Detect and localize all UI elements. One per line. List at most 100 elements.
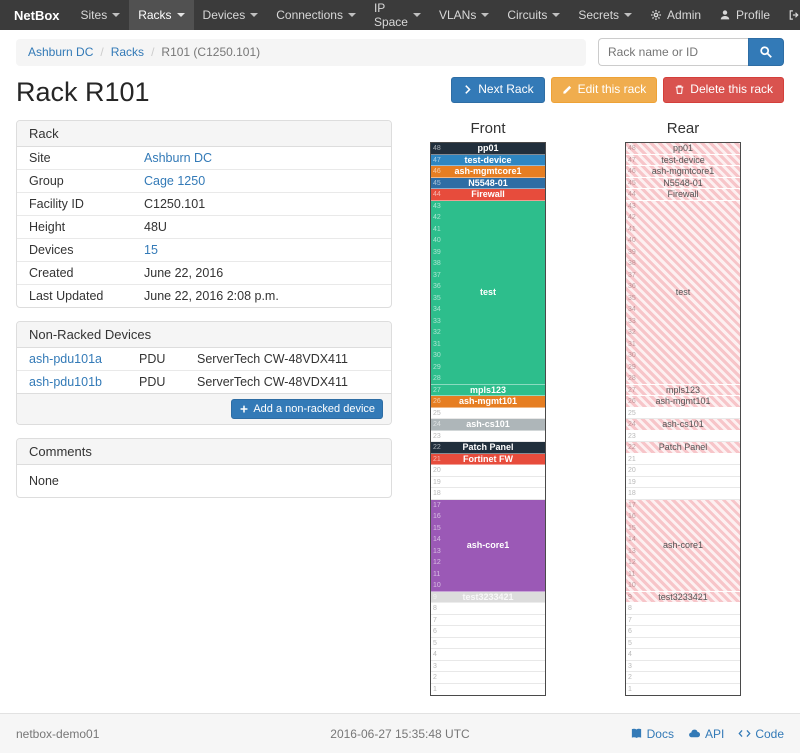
rack-device[interactable]: test3233421: [626, 591, 740, 603]
rack-device[interactable]: test: [431, 200, 545, 385]
attr-label: Created: [17, 261, 132, 285]
rack-device[interactable]: Patch Panel: [431, 442, 545, 454]
rack-device[interactable]: pp01: [626, 143, 740, 155]
unit-row: [431, 661, 545, 672]
user-icon: [719, 9, 731, 21]
rack-device[interactable]: pp01: [431, 143, 545, 155]
unit-row: [431, 431, 545, 442]
footer-link-label: API: [704, 726, 725, 741]
unit-row: [431, 408, 545, 419]
attr-value-link[interactable]: 15: [144, 243, 158, 257]
caret-down-icon: [552, 13, 561, 17]
profile-link[interactable]: Profile: [710, 0, 779, 30]
log-out-link[interactable]: Log out: [779, 0, 800, 30]
unit-row: [431, 626, 545, 638]
rack-device[interactable]: N5548-01: [626, 177, 740, 189]
add-nonracked-device-button[interactable]: Add a non-racked device: [231, 399, 383, 420]
attr-value-link[interactable]: Cage 1250: [144, 174, 206, 188]
nav-item-racks[interactable]: Racks: [129, 0, 194, 30]
rack-device[interactable]: Firewall: [431, 189, 545, 201]
attr-row: Devices 15: [17, 238, 391, 262]
device-link[interactable]: ash-pdu101b: [29, 375, 102, 389]
rack-device[interactable]: ash-mgmt101: [431, 396, 545, 408]
nav-item-devices[interactable]: Devices: [194, 0, 268, 30]
nav-item-vlans[interactable]: VLANs: [430, 0, 498, 30]
nav-item-connections[interactable]: Connections: [267, 0, 365, 30]
api-link[interactable]: API: [688, 727, 724, 741]
unit-row: [626, 488, 740, 500]
docs-link[interactable]: Docs: [630, 727, 674, 741]
search-input[interactable]: [598, 38, 748, 66]
rack-attr-body: Site Ashburn DC Group Cage 1250 Facility ID C…: [17, 147, 391, 307]
rack-device[interactable]: test-device: [431, 154, 545, 166]
attr-row: Last Updated June 22, 2016 2:08 p.m.: [17, 284, 391, 307]
rack-device[interactable]: test-device: [626, 154, 740, 166]
rack-device[interactable]: ash-cs101: [626, 419, 740, 431]
brand[interactable]: NetBox: [14, 7, 60, 23]
nav-item-circuits[interactable]: Circuits: [498, 0, 569, 30]
rack-device[interactable]: mpls123: [431, 384, 545, 396]
edit-rack-label: Edit this rack: [577, 82, 647, 96]
attr-label: Group: [17, 169, 132, 193]
attr-label: Site: [29, 151, 51, 165]
rack-device[interactable]: Fortinet FW: [431, 453, 545, 465]
comments-body: None: [29, 474, 59, 489]
breadcrumb-row: Ashburn DC / Racks / R101 (C1250.101): [16, 38, 784, 66]
caret-down-icon: [412, 13, 421, 17]
page-header: Next Rack Edit this rack Delete this rac…: [16, 77, 784, 108]
attr-value: Cage 1250: [132, 169, 391, 193]
edit-rack-button[interactable]: Edit this rack: [550, 77, 658, 103]
rack-device[interactable]: Patch Panel: [626, 442, 740, 454]
delete-rack-button[interactable]: Delete this rack: [663, 77, 784, 103]
device-link[interactable]: ash-pdu101a: [29, 352, 102, 366]
rack-device[interactable]: test3233421: [431, 591, 545, 603]
attr-value: Ashburn DC: [132, 147, 391, 170]
nav-menu: Sites Racks Devices Connections IP Space VLAN…: [72, 0, 642, 30]
unit-row: [431, 649, 545, 661]
unit-row: [626, 638, 740, 649]
footer-link-label: Docs: [646, 726, 674, 741]
rack-device[interactable]: ash-cs101: [431, 419, 545, 431]
rack-device[interactable]: ash-mgmtcore1: [626, 166, 740, 178]
nav-item-ip-space[interactable]: IP Space: [365, 0, 430, 30]
attr-label: Facility ID: [17, 192, 132, 216]
rack-device[interactable]: test: [626, 200, 740, 385]
rear-elevation: Rear pp01 test-device ash-mgmtcore1 N5548-0…: [625, 120, 741, 696]
rack-device[interactable]: mpls123: [626, 384, 740, 396]
comments-panel: Comments None: [16, 438, 392, 499]
breadcrumb-separator: /: [100, 44, 104, 59]
next-rack-button[interactable]: Next Rack: [451, 77, 545, 103]
plus-icon: [239, 404, 249, 414]
rack-device[interactable]: N5548-01: [431, 177, 545, 189]
nav-item-secrets[interactable]: Secrets: [569, 0, 641, 30]
device-role: PDU: [139, 352, 166, 366]
rack-device[interactable]: ash-mgmtcore1: [431, 166, 545, 178]
caret-down-icon: [624, 13, 633, 17]
nav-item-label: Sites: [80, 8, 108, 22]
rack-device[interactable]: ash-mgmt101: [626, 396, 740, 408]
breadcrumb-item[interactable]: Racks: [110, 44, 145, 59]
search-button[interactable]: [748, 38, 784, 66]
unit-row: [626, 615, 740, 626]
add-nonracked-device-label: Add a non-racked device: [253, 403, 375, 415]
nonracked-panel: Non-Racked Devices ash-pdu101a PDU ServerT…: [16, 321, 392, 426]
caret-down-icon: [112, 13, 121, 17]
attr-value: June 22, 2016 2:08 p.m.: [132, 284, 391, 307]
nav-item-label: Secrets: [578, 8, 620, 22]
left-column: Rack Site Ashburn DC Group Cage 1250 Facilit…: [16, 120, 392, 511]
attr-row: Group Cage 1250: [17, 169, 391, 193]
rack-front: pp01 test-device ash-mgmtcore1 N5548-01 Fire…: [430, 142, 546, 696]
attr-value-link[interactable]: Ashburn DC: [144, 151, 213, 165]
code-link[interactable]: Code: [738, 727, 784, 741]
nonracked-body: ash-pdu101a PDU ServerTech CW-48VDX411 ash-…: [17, 348, 391, 393]
caret-down-icon: [176, 13, 185, 17]
attr-row: Facility ID C1250.101: [17, 192, 391, 216]
rack-device[interactable]: Firewall: [626, 189, 740, 201]
breadcrumb-item[interactable]: Ashburn DC: [28, 44, 94, 59]
rack-device[interactable]: ash-core1: [626, 499, 740, 592]
admin-link[interactable]: Admin: [641, 0, 710, 30]
rack-device[interactable]: ash-core1: [431, 499, 545, 592]
attr-value: 48U: [132, 215, 391, 239]
page-title: Rack R101: [16, 77, 150, 107]
nav-item-sites[interactable]: Sites: [72, 0, 130, 30]
